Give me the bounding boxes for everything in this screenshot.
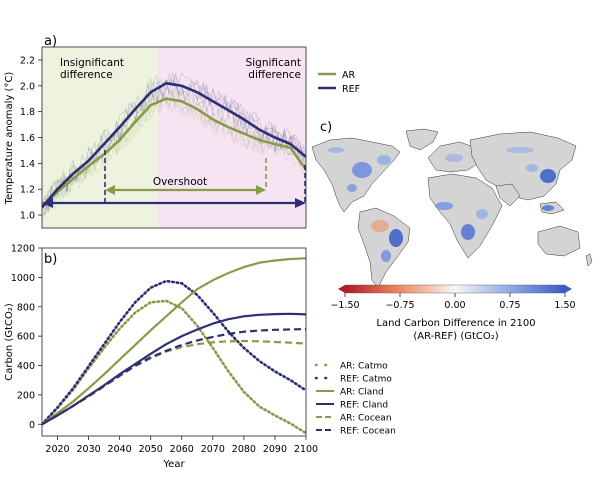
x-tick-label-b: 2030 bbox=[76, 444, 100, 455]
series-line-ar-cland bbox=[42, 257, 306, 426]
overshoot-label: Overshoot bbox=[153, 176, 207, 188]
x-tick-label-b: 2020 bbox=[45, 444, 69, 455]
y-axis-label-b: Carbon (GtCO₂) bbox=[4, 303, 15, 381]
colorbar bbox=[344, 284, 566, 294]
y-tick-label-b: 600 bbox=[17, 332, 35, 343]
x-axis-label-b: Year bbox=[162, 459, 185, 470]
panel-c: c) bbox=[311, 120, 593, 342]
panel-c-label: c) bbox=[320, 120, 332, 135]
region-insignificant bbox=[42, 47, 158, 228]
legend-item-b: AR: Cocean bbox=[340, 414, 392, 424]
legend-item-b: AR: Catmo bbox=[340, 362, 388, 372]
y-tick-label-a: 1.6 bbox=[20, 133, 35, 144]
ensemble-member bbox=[42, 72, 306, 215]
legend-item-b: REF: Cocean bbox=[340, 427, 396, 437]
y-tick-label-b: 400 bbox=[17, 361, 35, 372]
y-ticks-a: 1.0 1.2 1.4 1.6 1.8 2.0 2.2 bbox=[20, 55, 42, 222]
x-tick-label-b: 2070 bbox=[201, 444, 225, 455]
colorbar-max-arrow bbox=[565, 285, 572, 293]
y-tick-label-a: 1.2 bbox=[20, 185, 35, 196]
panel-b-label: b) bbox=[44, 252, 57, 267]
annotation-significant-1: Significant bbox=[246, 57, 301, 69]
colorbar-label-2: (AR-REF) (GtCO₂) bbox=[413, 331, 498, 342]
annotation-insignificant-1: Insignificant bbox=[60, 57, 124, 69]
legend-item-b: REF: Catmo bbox=[340, 375, 392, 385]
panel-a-label: a) bbox=[44, 34, 57, 49]
land-carbon-patches bbox=[328, 147, 556, 262]
colorbar-min-arrow bbox=[338, 285, 345, 293]
series-line-ar bbox=[42, 97, 306, 209]
series-line-ar-catmo bbox=[42, 299, 306, 435]
series-line-ref-cocean bbox=[42, 328, 306, 426]
series-lines-a bbox=[42, 81, 306, 209]
colorbar-tick-label: 0.00 bbox=[444, 300, 465, 311]
y-axis-label-a: Temperature anomaly (°C) bbox=[4, 72, 15, 206]
x-tick-label-b: 2060 bbox=[170, 444, 194, 455]
y-tick-label-b: 800 bbox=[17, 302, 35, 313]
x-tick-label-b: 2040 bbox=[108, 444, 132, 455]
x-tick-label-b: 2050 bbox=[139, 444, 163, 455]
panel-a: a) 1.0 1.2 1.4 1.6 1.8 2.0 2.2 Temperature ano… bbox=[4, 34, 360, 229]
colorbar-tick-label: 1.50 bbox=[554, 300, 575, 311]
colorbar-ticks: −1.50 −0.75 0.00 0.75 1.50 bbox=[330, 293, 576, 311]
y-tick-label-b: 0 bbox=[29, 420, 35, 431]
legend-a: AR REF bbox=[318, 70, 360, 95]
axes-b-frame bbox=[41, 247, 307, 437]
x-tick-label-b: 2100 bbox=[294, 444, 318, 455]
y-tick-label-b: 200 bbox=[17, 390, 35, 401]
series-lines-b bbox=[42, 257, 306, 435]
panel-b: b) 0 200 400 600 800 1000 1200 2020 2030 2040 205… bbox=[4, 244, 396, 471]
legend-ar: AR bbox=[342, 70, 355, 81]
y-tick-label-a: 2.2 bbox=[20, 55, 35, 66]
colorbar-tick-label: −1.50 bbox=[330, 300, 359, 311]
y-tick-label-a: 2.0 bbox=[20, 81, 35, 92]
series-line-ar-cocean bbox=[42, 339, 306, 426]
colorbar-label-1: Land Carbon Difference in 2100 bbox=[376, 318, 535, 329]
x-ticks-b: 2020 2030 2040 2050 2060 2070 2080 2090 2100 bbox=[45, 436, 318, 455]
y-tick-label-a: 1.0 bbox=[20, 211, 35, 222]
colorbar-tick-label: −0.75 bbox=[385, 300, 414, 311]
colorbar-tick-label: 0.75 bbox=[499, 300, 520, 311]
overshoot-arrows: Overshoot bbox=[42, 150, 306, 208]
ensemble-member bbox=[42, 88, 306, 220]
x-tick-label-b: 2080 bbox=[232, 444, 256, 455]
x-tick-label-b: 2090 bbox=[263, 444, 287, 455]
series-line-ref bbox=[42, 81, 306, 209]
legend-item-b: REF: Cland bbox=[340, 401, 388, 411]
series-line-ref-cland bbox=[42, 312, 306, 426]
legend-b: AR: Catmo REF: Catmo AR: Cland REF: Cland AR… bbox=[314, 362, 396, 437]
y-tick-label-a: 1.8 bbox=[20, 107, 35, 118]
series-line-ref-catmo bbox=[42, 279, 306, 426]
y-ticks-b: 0 200 400 600 800 1000 1200 bbox=[11, 244, 42, 431]
annotation-significant-2: difference bbox=[248, 69, 301, 81]
legend-ref: REF bbox=[342, 84, 360, 95]
annotation-insignificant-2: difference bbox=[60, 69, 113, 81]
y-tick-label-b: 1000 bbox=[11, 273, 35, 284]
ensemble-member bbox=[42, 78, 306, 211]
y-tick-label-b: 1200 bbox=[11, 244, 35, 255]
y-tick-label-a: 1.4 bbox=[20, 159, 35, 170]
legend-item-b: AR: Cland bbox=[340, 388, 384, 398]
region-significant bbox=[158, 47, 306, 228]
